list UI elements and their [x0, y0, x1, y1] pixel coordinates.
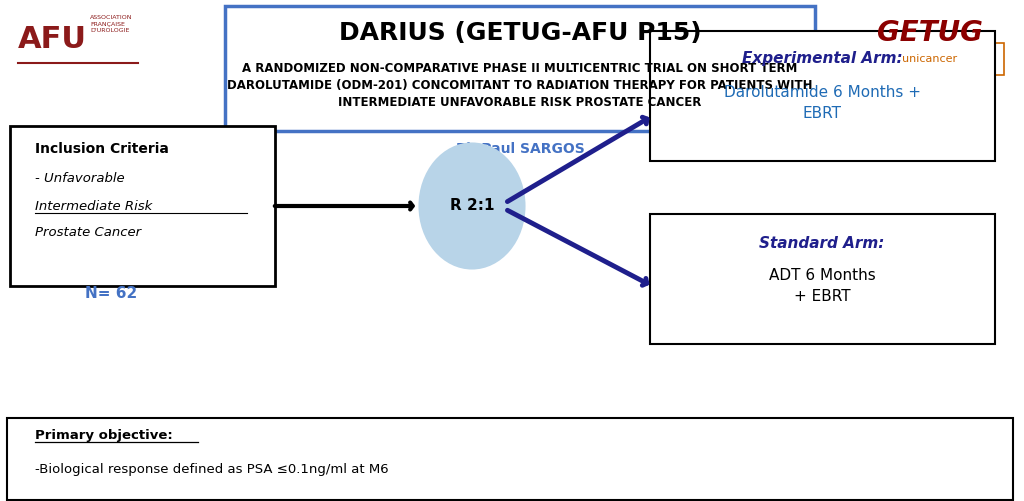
Text: -Biological response defined as PSA ≤0.1ng/ml at M6: -Biological response defined as PSA ≤0.1…	[35, 462, 389, 475]
Ellipse shape	[420, 143, 524, 269]
Text: N= 62: N= 62	[85, 286, 137, 301]
Text: R 2:1: R 2:1	[450, 198, 495, 213]
Text: Standard Arm:: Standard Arm:	[760, 235, 885, 250]
FancyBboxPatch shape	[7, 418, 1013, 500]
Text: Darolutamide 6 Months +
EBRT: Darolutamide 6 Months + EBRT	[724, 85, 921, 121]
FancyBboxPatch shape	[650, 214, 995, 344]
Text: AFU: AFU	[17, 25, 86, 54]
Text: A RANDOMIZED NON-COMPARATIVE PHASE II MULTICENTRIC TRIAL ON SHORT TERM
DAROLUTAM: A RANDOMIZED NON-COMPARATIVE PHASE II MU…	[227, 63, 813, 110]
FancyBboxPatch shape	[650, 31, 995, 161]
Text: Intermediate Risk: Intermediate Risk	[35, 199, 153, 212]
FancyBboxPatch shape	[856, 43, 1004, 75]
Text: DARIUS (GETUG-AFU P15): DARIUS (GETUG-AFU P15)	[339, 21, 701, 45]
Text: Pi: Paul SARGOS: Pi: Paul SARGOS	[456, 142, 585, 156]
Text: unicancer: unicancer	[902, 54, 957, 64]
Text: ADT 6 Months
+ EBRT: ADT 6 Months + EBRT	[769, 268, 876, 304]
Text: GETUG: GETUG	[878, 19, 983, 47]
Text: - Unfavorable: - Unfavorable	[35, 172, 125, 185]
Text: Primary objective:: Primary objective:	[35, 429, 173, 442]
FancyBboxPatch shape	[10, 126, 275, 286]
Text: ASSOCIATION
FRANÇAISE
D'UROLOGIE: ASSOCIATION FRANÇAISE D'UROLOGIE	[90, 16, 132, 33]
Text: Prostate Cancer: Prostate Cancer	[35, 226, 141, 239]
Text: Experimental Arm:: Experimental Arm:	[741, 52, 902, 67]
FancyBboxPatch shape	[225, 6, 815, 131]
Text: Inclusion Criteria: Inclusion Criteria	[35, 142, 169, 156]
